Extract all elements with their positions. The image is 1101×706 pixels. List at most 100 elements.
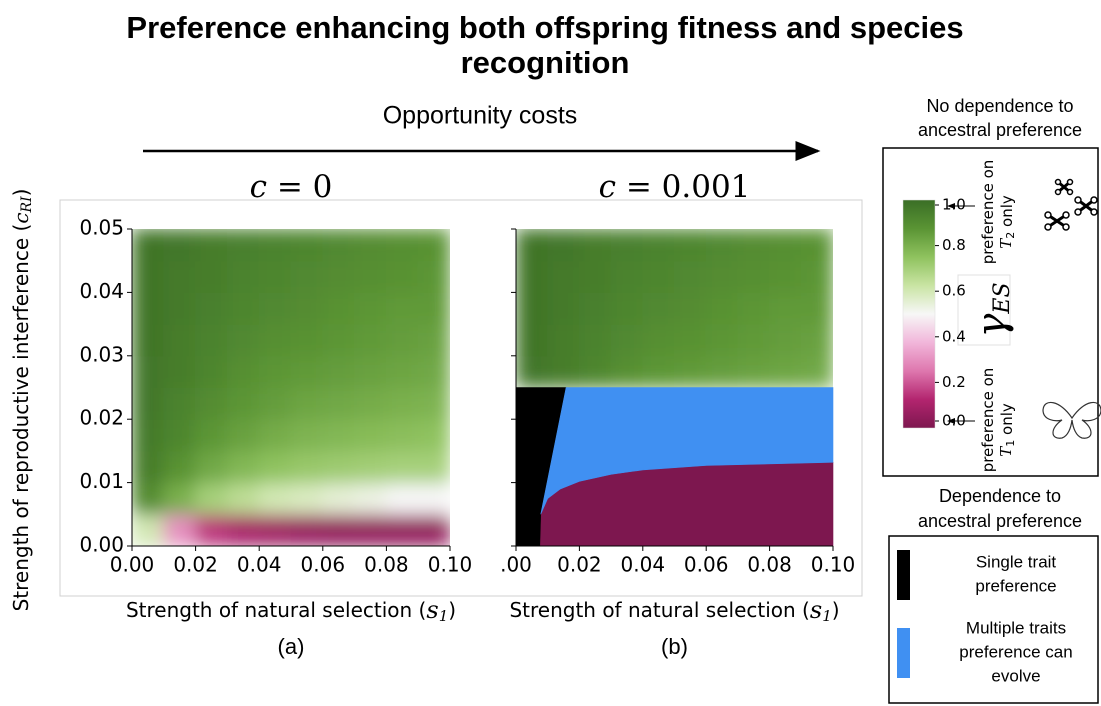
title-line: recognition	[461, 45, 630, 80]
cell	[547, 260, 580, 293]
cell	[737, 229, 771, 262]
cell	[163, 513, 197, 546]
y-tick-label: 0.02	[79, 406, 124, 430]
y-tick-label: 0.00	[79, 533, 124, 557]
cell	[354, 513, 387, 546]
cell	[610, 323, 644, 357]
cell	[163, 482, 197, 515]
title-line: Preference enhancing both offspring fitn…	[126, 10, 963, 45]
cell	[290, 482, 324, 515]
x-axis-label: Strength of natural selection (s1)	[509, 596, 839, 626]
colorbar-tick-label: 0.0	[942, 412, 966, 430]
cell	[385, 387, 419, 420]
cell	[547, 229, 580, 262]
cell	[737, 355, 771, 388]
cell	[132, 355, 165, 388]
title-part: c	[250, 169, 267, 205]
cell	[322, 387, 356, 420]
cell	[547, 323, 580, 357]
cell	[163, 355, 197, 388]
cell	[258, 323, 292, 357]
x-axis-label: Strength of natural selection (s1)	[126, 596, 456, 626]
note-part: T	[997, 446, 1015, 457]
cell	[322, 355, 356, 388]
cell	[195, 450, 228, 484]
cell	[132, 418, 165, 452]
cell	[516, 229, 549, 262]
note-part: T	[997, 238, 1015, 249]
cell	[385, 418, 419, 452]
cell	[258, 450, 292, 484]
cell	[417, 323, 450, 357]
cell	[642, 323, 675, 357]
cell	[610, 229, 644, 262]
note-part: 2	[1004, 232, 1017, 239]
cell	[226, 355, 260, 388]
cell	[610, 355, 644, 388]
caption: (a)	[278, 634, 305, 659]
cell	[705, 260, 739, 293]
cell	[354, 260, 387, 293]
colorbar-tick-label: 0.8	[942, 236, 966, 254]
cell	[290, 387, 324, 420]
y-tick-label: 0.05	[79, 216, 124, 240]
cell	[195, 291, 228, 325]
cell	[226, 482, 260, 515]
cell	[354, 450, 387, 484]
label-part: Strength of reproductive interference (	[9, 224, 33, 612]
cell	[195, 355, 228, 388]
cell	[547, 355, 580, 388]
cell	[354, 323, 387, 357]
cell	[163, 260, 197, 293]
cell	[385, 260, 419, 293]
cell	[226, 387, 260, 420]
cell	[354, 418, 387, 452]
cell	[226, 513, 260, 546]
x-tick-label: 0.02	[557, 553, 602, 577]
y-tick-label: 0.04	[79, 279, 124, 303]
cell	[195, 260, 228, 293]
cell	[163, 450, 197, 484]
cell	[417, 513, 450, 546]
cell	[322, 513, 356, 546]
cell	[258, 482, 292, 515]
cell	[642, 355, 675, 388]
cell	[163, 387, 197, 420]
cell	[385, 513, 419, 546]
cell	[195, 387, 228, 420]
box	[888, 535, 1099, 704]
cell	[769, 355, 802, 388]
cell	[322, 323, 356, 357]
legend-label: Multiple traits	[966, 618, 1066, 637]
note-part: preference on	[979, 368, 997, 473]
cell	[258, 513, 292, 546]
cell	[516, 355, 549, 388]
cell	[674, 260, 707, 293]
cell	[258, 229, 292, 262]
cell	[195, 418, 228, 452]
header: ancestral preference	[918, 120, 1082, 140]
x-tick-label: 0.10	[811, 553, 856, 577]
icon-molecules	[1044, 178, 1098, 231]
y-tick-label: 0.01	[79, 469, 124, 493]
colorbar	[902, 199, 936, 429]
cell	[354, 355, 387, 388]
cell	[290, 291, 324, 325]
cell	[226, 323, 260, 357]
cell	[132, 323, 165, 357]
cell	[258, 418, 292, 452]
cell	[290, 513, 324, 546]
y-tick-label: 0.03	[79, 342, 124, 366]
cell	[769, 260, 802, 293]
cell	[163, 418, 197, 452]
panel-title: c = 0	[250, 169, 333, 205]
cell	[674, 229, 707, 262]
cell	[642, 291, 675, 325]
cell	[354, 291, 387, 325]
cell	[417, 355, 450, 388]
cell	[290, 355, 324, 388]
label-part: Strength of natural selection (	[509, 598, 809, 622]
cell	[322, 291, 356, 325]
label-part: 1	[439, 607, 449, 625]
cell	[354, 229, 387, 262]
